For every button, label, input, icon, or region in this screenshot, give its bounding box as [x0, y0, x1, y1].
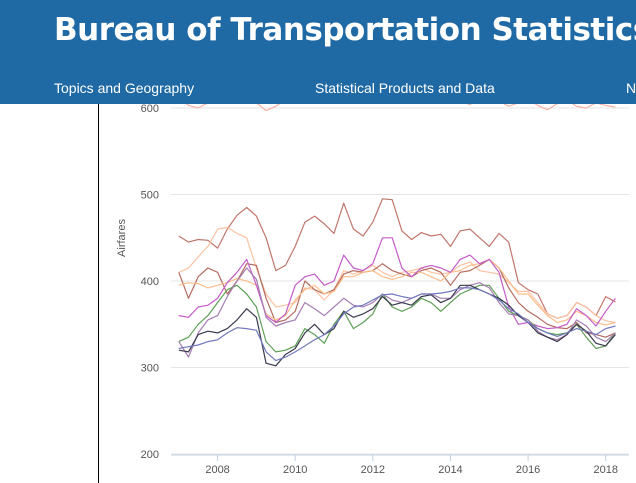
chart-series-group [178, 104, 616, 367]
series-line-6 [178, 237, 616, 330]
series-line-2 [178, 198, 616, 319]
x-tick-label: 2012 [361, 464, 385, 476]
nav-item-statistical-products-and-data[interactable]: Statistical Products and Data [315, 80, 495, 96]
chart-grid [171, 107, 629, 455]
series-line-1 [185, 104, 616, 112]
y-axis-label: Airfares [116, 219, 128, 257]
x-tick-label: 2008 [205, 464, 229, 476]
y-tick-label: 600 [141, 104, 159, 115]
x-tick-label: 2018 [593, 464, 617, 476]
series-line-8 [178, 267, 616, 358]
series-line-3 [178, 226, 616, 324]
y-tick-label: 400 [141, 276, 159, 288]
series-line-10 [178, 287, 616, 362]
chart-axes: 200 300 400 500 600 2008 2010 2012 2014 2016 2018 [141, 104, 629, 476]
series-line-4 [178, 258, 616, 338]
x-tick-label: 2014 [438, 464, 462, 476]
y-tick-label: 500 [141, 190, 159, 202]
site-header: Bureau of Transportation Statistics Topi… [0, 0, 636, 104]
x-tick-label: 2010 [283, 464, 307, 476]
content-left-border [98, 104, 99, 483]
nav-item-topics-and-geography[interactable]: Topics and Geography [54, 80, 195, 96]
nav-item-truncated[interactable]: N [626, 80, 636, 96]
y-tick-label: 300 [141, 363, 159, 375]
series-line-9 [178, 284, 616, 367]
site-title[interactable]: Bureau of Transportation Statistics [54, 12, 636, 48]
x-tick-label: 2016 [516, 464, 540, 476]
series-line-5 [178, 258, 616, 326]
y-tick-label: 200 [141, 449, 159, 461]
